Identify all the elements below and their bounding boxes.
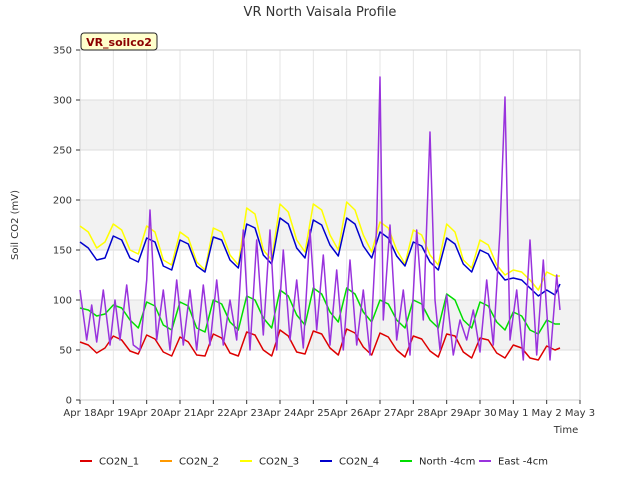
x-axis-title: Time — [553, 425, 578, 436]
y-tick-label: 250 — [53, 146, 72, 157]
series-layer — [79, 76, 561, 361]
legend-label: CO2N_1 — [99, 457, 139, 468]
y-tick-label: 350 — [53, 46, 72, 57]
x-tick-label: Apr 28 — [397, 408, 430, 419]
legend-label: CO2N_3 — [259, 457, 299, 468]
series-line-east-4cm — [79, 76, 561, 361]
legend-label: CO2N_4 — [339, 457, 379, 468]
site-label: VR_soilco2 — [86, 36, 152, 49]
plot-background — [80, 50, 580, 400]
y-tick-label: 150 — [53, 246, 72, 257]
x-tick-label: Apr 19 — [97, 408, 130, 419]
series-line-north-4cm — [79, 287, 560, 335]
x-tick-label: May 3 — [565, 408, 595, 419]
plot-band — [80, 200, 580, 250]
legend: CO2N_1 CO2N_2 CO2N_3 CO2N_4 North -4cm East -… — [80, 457, 548, 468]
x-tick-label: Apr 26 — [330, 408, 363, 419]
site-label-box: VR_soilco2 — [80, 32, 158, 51]
x-tick-label: May 2 — [532, 408, 562, 419]
x-tick-label: Apr 24 — [263, 408, 296, 419]
x-tick-label: Apr 25 — [297, 408, 330, 419]
x-tick-label: Apr 23 — [230, 408, 263, 419]
legend-label: East -4cm — [498, 457, 548, 468]
x-tick-label: Apr 29 — [430, 408, 463, 419]
y-tick-label: 300 — [53, 96, 72, 107]
plot-band — [80, 150, 580, 200]
x-tick-label: Apr 22 — [197, 408, 230, 419]
series-line-co2n-3 — [79, 201, 560, 291]
chart-title: VR North Vaisala Profile — [244, 5, 397, 20]
y-tick-label: 200 — [53, 196, 72, 207]
series-line-co2n-4 — [79, 217, 561, 297]
series-line-co2n-1 — [79, 328, 561, 361]
plot-band — [80, 100, 580, 150]
y-tick-label: 50 — [59, 346, 72, 357]
x-tick-label: Apr 20 — [130, 408, 163, 419]
legend-label: North -4cm — [419, 457, 475, 468]
legend-label: CO2N_2 — [179, 457, 219, 468]
plot-frame — [79, 49, 581, 401]
x-tick-label: Apr 21 — [163, 408, 196, 419]
x-tick-label: Apr 18 — [63, 408, 96, 419]
y-tick-label: 0 — [66, 396, 72, 407]
y-tick-label: 100 — [53, 296, 72, 307]
plot-band — [80, 50, 580, 100]
x-tick-label: May 1 — [498, 408, 528, 419]
plot-band — [80, 350, 580, 400]
y-axis-title: Soil CO2 (mV) — [10, 190, 21, 260]
x-tick-label: Apr 27 — [363, 408, 396, 419]
x-tick-label: Apr 30 — [463, 408, 496, 419]
